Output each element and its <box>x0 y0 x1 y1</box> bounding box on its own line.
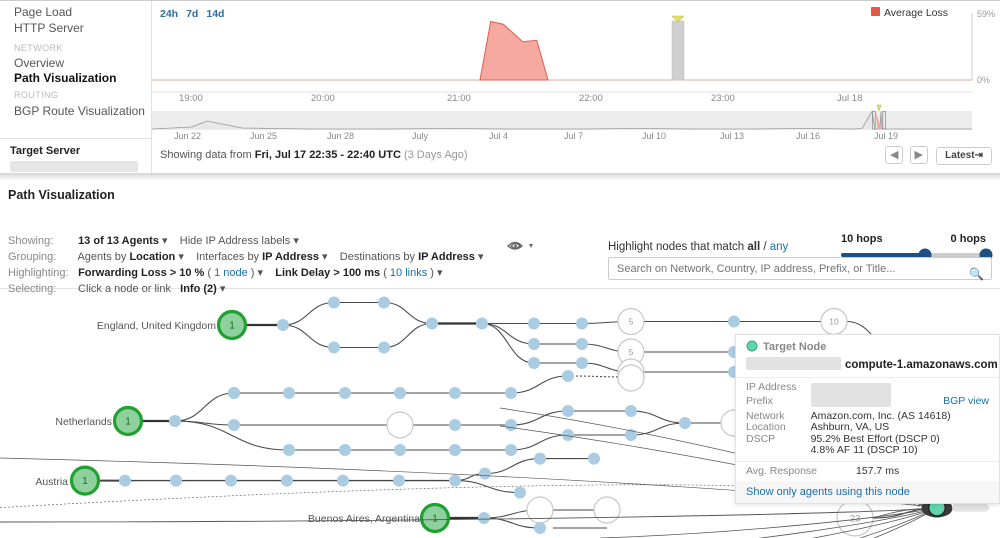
svg-text:5: 5 <box>629 317 634 327</box>
svg-text:20:00: 20:00 <box>311 93 335 104</box>
svg-text:Jul 18: Jul 18 <box>837 93 862 104</box>
svg-text:Jul 19: Jul 19 <box>874 131 898 141</box>
svg-text:1: 1 <box>432 514 438 525</box>
svg-text:1: 1 <box>125 417 131 428</box>
svg-text:23:00: 23:00 <box>711 93 735 104</box>
svg-text:10: 10 <box>829 317 839 327</box>
svg-text:21:00: 21:00 <box>447 93 471 104</box>
svg-text:Jul 13: Jul 13 <box>720 131 744 141</box>
svg-text:July: July <box>412 131 429 141</box>
svg-text:0%: 0% <box>977 75 990 85</box>
svg-text:22:00: 22:00 <box>579 93 603 104</box>
svg-text:Jul 4: Jul 4 <box>489 131 508 141</box>
svg-text:5: 5 <box>629 347 634 357</box>
svg-text:19:00: 19:00 <box>179 93 203 104</box>
svg-text:1: 1 <box>229 321 235 332</box>
svg-text:Jul 7: Jul 7 <box>564 131 583 141</box>
svg-text:1: 1 <box>82 476 88 487</box>
svg-text:Jun 25: Jun 25 <box>250 131 277 141</box>
svg-text:Jun 22: Jun 22 <box>174 131 201 141</box>
svg-text:Jul 10: Jul 10 <box>642 131 666 141</box>
svg-text:Jul 16: Jul 16 <box>796 131 820 141</box>
svg-text:59%: 59% <box>977 9 995 19</box>
svg-text:Jun 28: Jun 28 <box>327 131 354 141</box>
